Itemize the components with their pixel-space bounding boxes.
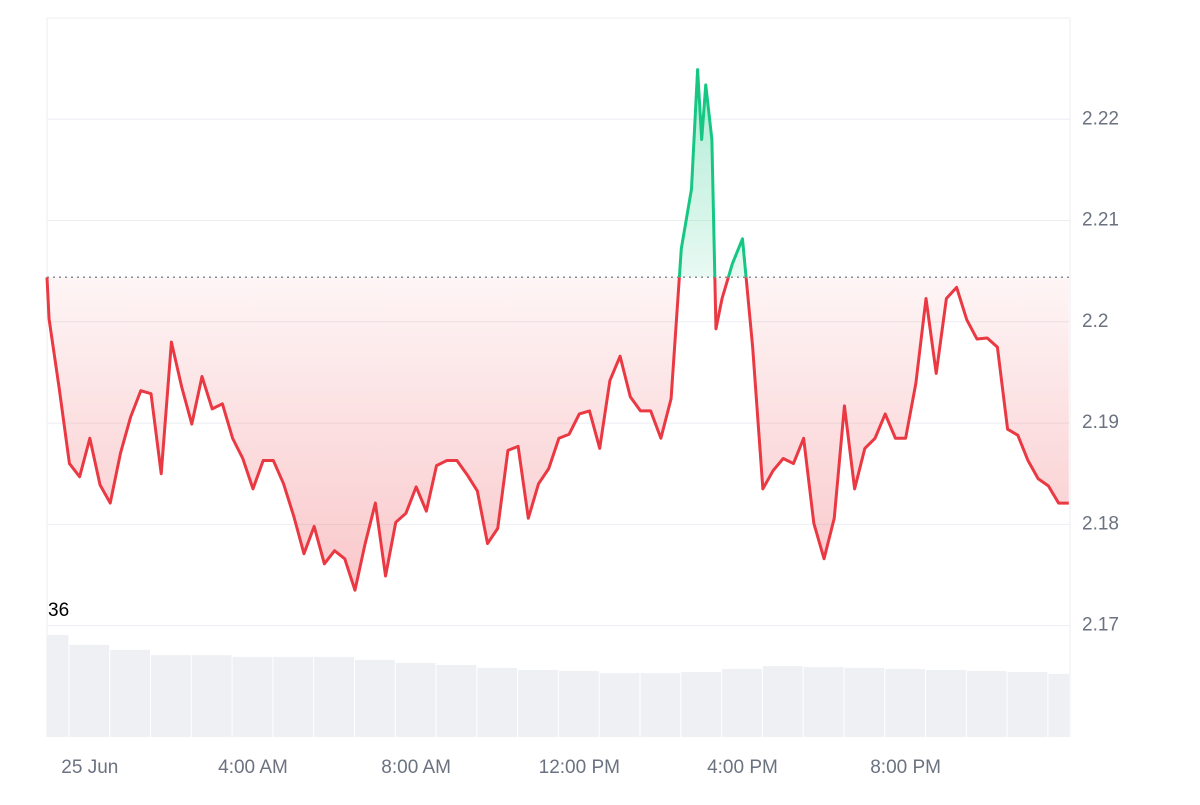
volume-bar <box>314 656 354 737</box>
volume-bar <box>640 673 681 737</box>
volume-bar <box>1048 673 1069 737</box>
price-line-down <box>45 277 1069 592</box>
x-tick-label: 4:00 PM <box>707 757 778 778</box>
volume-bar <box>273 656 314 737</box>
volume-bar <box>436 665 477 737</box>
volume-bar <box>762 666 803 737</box>
y-tick-label: 2.2 <box>1082 311 1108 332</box>
y-tick-label: 2.19 <box>1082 412 1119 433</box>
volume-bar <box>110 649 151 737</box>
volume-bar <box>354 660 395 737</box>
x-tick-label: 8:00 AM <box>381 757 451 778</box>
volume-bar <box>844 667 885 737</box>
volume-bar <box>232 656 273 737</box>
x-tick-label: 4:00 AM <box>218 757 288 778</box>
volume-bar <box>722 668 762 737</box>
y-tick-label: 2.22 <box>1082 108 1119 129</box>
volume-bar <box>151 655 191 737</box>
volume-bar <box>518 669 558 737</box>
volume-bar <box>885 668 926 737</box>
volume-max-label: 36 <box>48 600 69 621</box>
volume-bar <box>803 667 844 737</box>
volume-bar <box>599 673 640 737</box>
volume-bar <box>477 667 518 737</box>
volume-bar <box>69 644 110 737</box>
volume-bar <box>47 635 69 737</box>
x-tick-label: 25 Jun <box>61 757 118 778</box>
area-below <box>47 277 1069 591</box>
volume-bar <box>926 669 966 737</box>
volume-bar <box>558 671 599 737</box>
volume-bar <box>191 655 232 737</box>
y-tick-label: 2.18 <box>1082 513 1119 534</box>
volume-bar <box>395 662 436 737</box>
volume-bar <box>1007 672 1048 737</box>
x-tick-label: 12:00 PM <box>539 757 620 778</box>
y-tick-label: 2.21 <box>1082 210 1119 231</box>
x-tick-label: 8:00 PM <box>870 757 941 778</box>
y-tick-label: 2.17 <box>1082 615 1119 636</box>
volume-bar <box>681 672 722 737</box>
volume-bar <box>966 671 1007 737</box>
